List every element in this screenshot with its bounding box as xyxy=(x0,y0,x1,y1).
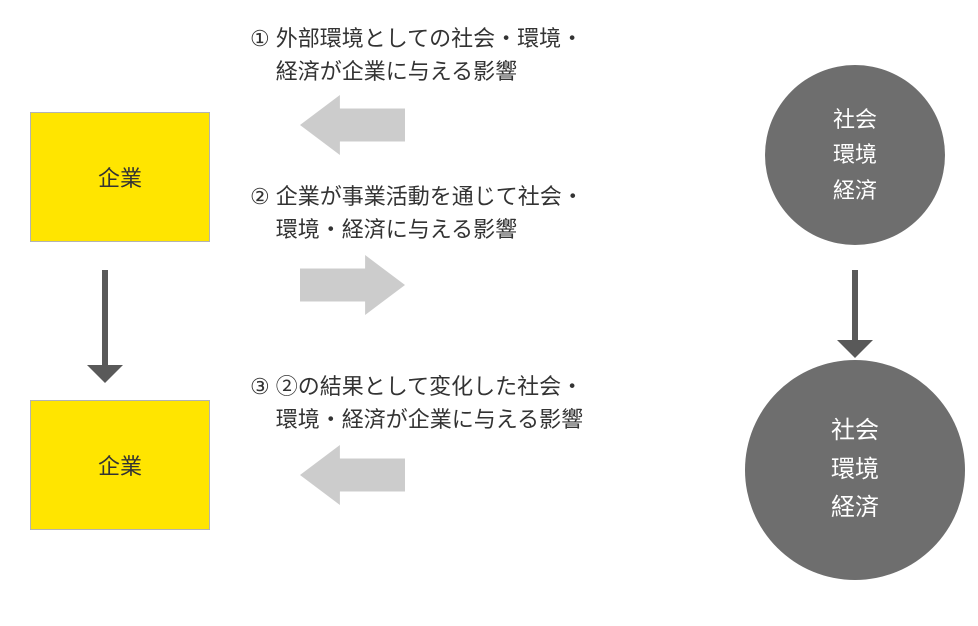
node-company-top: 企業 xyxy=(30,112,210,242)
caption-2-line1: 企業が事業活動を通じて社会・ xyxy=(276,180,584,213)
arrow-down-icon xyxy=(835,268,875,360)
diagram-canvas: 企業 企業 社会 環境 経済 社会 環境 経済 ① 外部環境としての社会・環境・… xyxy=(0,0,978,626)
node-society-top-line3: 経済 xyxy=(833,173,877,208)
node-society-bottom-line1: 社会 xyxy=(831,412,879,450)
node-society-top-line2: 環境 xyxy=(833,137,877,172)
caption-3: ③ ②の結果として変化した社会・ 環境・経済が企業に与える影響 xyxy=(250,370,583,436)
caption-3-marker: ③ xyxy=(250,370,270,436)
caption-1-marker: ① xyxy=(250,22,270,88)
caption-3-line1: ②の結果として変化した社会・ xyxy=(276,370,583,403)
node-company-top-label: 企業 xyxy=(98,161,142,193)
arrow-left-icon xyxy=(300,95,405,155)
caption-1: ① 外部環境としての社会・環境・ 経済が企業に与える影響 xyxy=(250,22,583,88)
caption-2-line2: 環境・経済に与える影響 xyxy=(276,213,584,246)
caption-1-line1: 外部環境としての社会・環境・ xyxy=(276,22,583,55)
node-society-bottom-line3: 経済 xyxy=(831,489,879,527)
caption-1-line2: 経済が企業に与える影響 xyxy=(276,55,583,88)
node-society-bottom: 社会 環境 経済 xyxy=(745,360,965,580)
node-company-bottom-label: 企業 xyxy=(98,449,142,481)
caption-3-line2: 環境・経済が企業に与える影響 xyxy=(276,403,583,436)
arrow-down-icon xyxy=(85,268,125,385)
node-society-top-line1: 社会 xyxy=(833,102,877,137)
node-society-top: 社会 環境 経済 xyxy=(765,65,945,245)
caption-2: ② 企業が事業活動を通じて社会・ 環境・経済に与える影響 xyxy=(250,180,584,246)
node-society-bottom-line2: 環境 xyxy=(831,451,879,489)
arrow-left-icon xyxy=(300,445,405,505)
node-company-bottom: 企業 xyxy=(30,400,210,530)
arrow-right-icon xyxy=(300,255,405,315)
caption-2-marker: ② xyxy=(250,180,270,246)
